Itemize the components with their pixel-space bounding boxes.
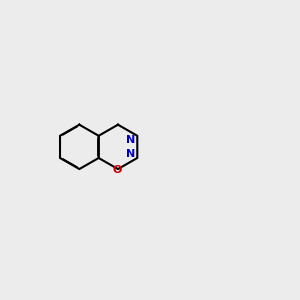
Text: N: N bbox=[126, 135, 135, 145]
Text: N: N bbox=[126, 148, 135, 158]
Text: O: O bbox=[112, 165, 122, 175]
